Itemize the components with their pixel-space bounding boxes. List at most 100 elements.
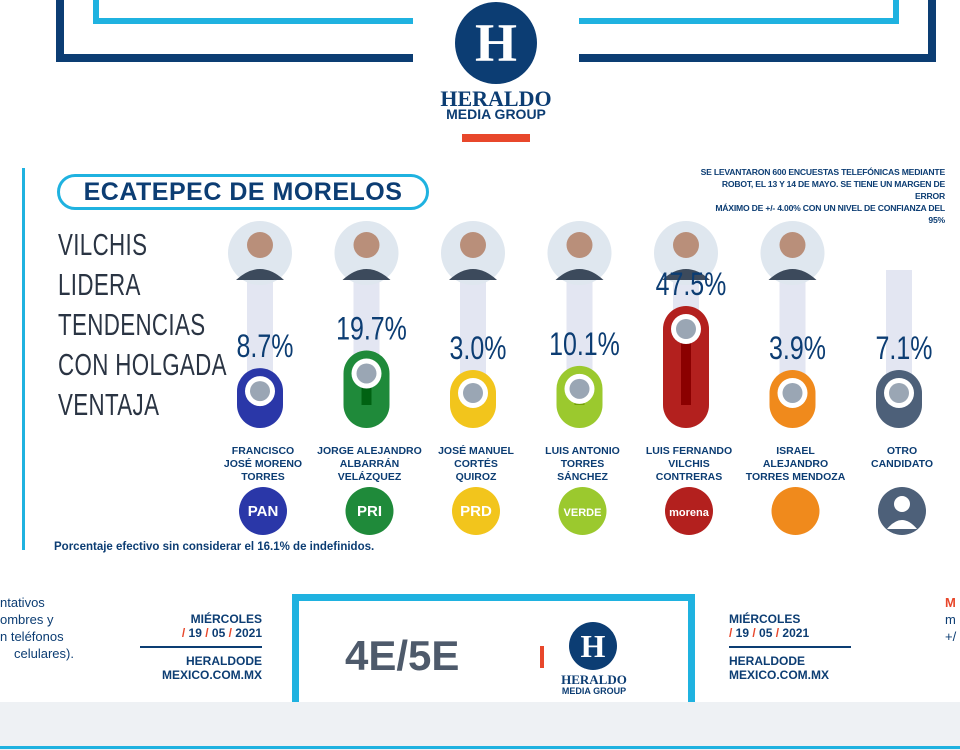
methodology-note-line: MÁXIMO DE +/- 4.00% CON UN NIVEL DE CONF… [715,203,945,225]
party-logo-icon [771,487,820,535]
candidate-name-line: TORRES [241,471,285,483]
fragment-line: +/ [945,629,957,644]
party-logo-text: morena [669,507,710,519]
date-year: 2021 [235,626,262,640]
bottom-band [0,702,960,750]
left-column-fragment: ntativos ombres y n teléfonos celulares)… [0,594,80,662]
methodology-note-line: ROBOT, EL 13 Y 14 DE MAYO. SE TIENE UN M… [721,179,945,201]
site-line: HERALDODE [185,654,262,668]
bar-ring-inner [463,383,483,403]
date-month: 05 [759,626,773,640]
candidate-name-line: JOSÉ MANUEL [438,444,514,457]
party-logo-icon [558,487,607,535]
candidate-photo-face [673,232,699,258]
generic-user-icon-head [894,496,910,512]
page-number-frame [292,594,695,714]
headline: VILCHIS LIDERA TENDENCIAS CON HOLGADA VE… [58,225,231,425]
candidate-name-line: ISRAEL [776,445,815,457]
section-divider [22,168,25,550]
candidate-photo-face [566,232,593,258]
candidate-name-line: LUIS FERNANDO [646,445,732,457]
mini-logo-subtitle: MEDIA GROUP [561,686,627,696]
mini-logo-name: HERALDO [561,672,627,687]
weekday: MIÉRCOLES [729,612,801,626]
candidate-name-line: FRANCISCO [232,445,294,457]
party-logo-text: PAN [248,503,279,520]
candidate-photo-shoulders [768,269,817,280]
party-logo-icon [452,487,500,535]
site-line: HERALDODE [729,654,806,668]
chart-footnote: Porcentaje efectivo sin considerar el 16… [54,541,375,553]
weekday: MIÉRCOLES [190,612,262,626]
candidate-name-line: QUIROZ [456,471,497,483]
date-month: 05 [211,626,226,640]
fragment-line: M [945,595,956,610]
logo-name: HERALDO [440,86,552,111]
value-label: 3.9% [769,331,826,367]
party-logo-icon [345,487,394,535]
value-label: 10.1% [549,327,620,363]
date-day: 19 [188,626,202,640]
headline-line: VENTAJA [58,387,160,422]
value-bar-slot [681,329,691,405]
candidate-name-line: OTRO [887,445,917,457]
candidate-name-line: VELÁZQUEZ [338,470,402,483]
page-number: 4E/5E [345,632,460,679]
party-logo-icon [665,487,713,535]
candidate-name-line: VILCHIS [668,458,709,470]
heraldo-mini-logo-icon: H [569,622,617,670]
party-logo-icon [239,487,287,535]
date-separator [140,646,262,648]
candidate-name-line: SÁNCHEZ [557,470,608,483]
fragment-line: n teléfonos [0,629,64,644]
candidate-photo-face [460,232,486,258]
candidate-photo-shoulders [662,269,710,280]
headline-line: TENDENCIAS [58,307,206,342]
candidate-name-line: JOSÉ MORENO [224,457,302,470]
date-separator [729,646,851,648]
candidate-name-line: TORRES [561,458,605,470]
generic-user-icon-body [887,520,917,529]
candidate-photo-shoulders [342,269,391,280]
candidate-name-line: CORTÉS [454,457,498,470]
candidate-name-line: ALBARRÁN [340,457,400,470]
headline-line: CON HOLGADA [58,347,227,382]
value-label: 3.0% [450,331,507,367]
value-label: 7.1% [876,331,933,367]
bar-ring-inner [356,363,377,384]
left-date-block: MIÉRCOLES / 19 / 05 / 2021 HERALDODE MEX… [140,612,262,682]
site-line: MEXICO.COM.MX [729,668,830,682]
right-date-block: MIÉRCOLES / 19 / 05 / 2021 HERALDODE MEX… [729,612,851,682]
candidate-name-line: ALEJANDRO [763,458,828,470]
logo-accent-bar [462,134,530,142]
date: / 19 / 05 / 2021 [181,626,262,640]
site-line: MEXICO.COM.MX [161,668,262,682]
fragment-line: ombres y [0,612,54,627]
candidate-photo-face [247,232,273,258]
candidate-name-line: CANDIDATO [871,458,933,470]
value-label: 47.5% [656,267,727,303]
fragment-line: m [945,612,956,627]
bottom-rule [0,746,960,749]
bar-ring-inner [676,319,696,339]
chart-title: ECATEPEC DE MORELOS [57,174,429,210]
party-logo-text: PRD [460,503,492,520]
bar-ring-inner [889,383,909,403]
candidate-name-line: CONTRERAS [656,471,723,483]
bar-ring-inner [782,383,803,403]
heraldo-logo-icon: H [455,2,537,84]
headline-line: VILCHIS [58,227,148,262]
headline-line: LIDERA [58,267,141,302]
methodology-note-line: SE LEVANTARON 600 ENCUESTAS TELEFÓNICAS … [700,167,946,177]
value-bar-slot [361,373,372,405]
date-year: 2021 [782,626,810,640]
value-label: 8.7% [237,329,294,365]
candidate-photo-shoulders [449,269,497,280]
logo-subtitle: MEDIA GROUP [446,106,546,122]
party-logo-text: PRI [357,503,382,520]
candidate-photo-face [779,232,806,258]
candidate-photo-shoulders [555,269,604,280]
date-day: 19 [735,626,750,640]
candidate-photo-shoulders [236,269,284,280]
